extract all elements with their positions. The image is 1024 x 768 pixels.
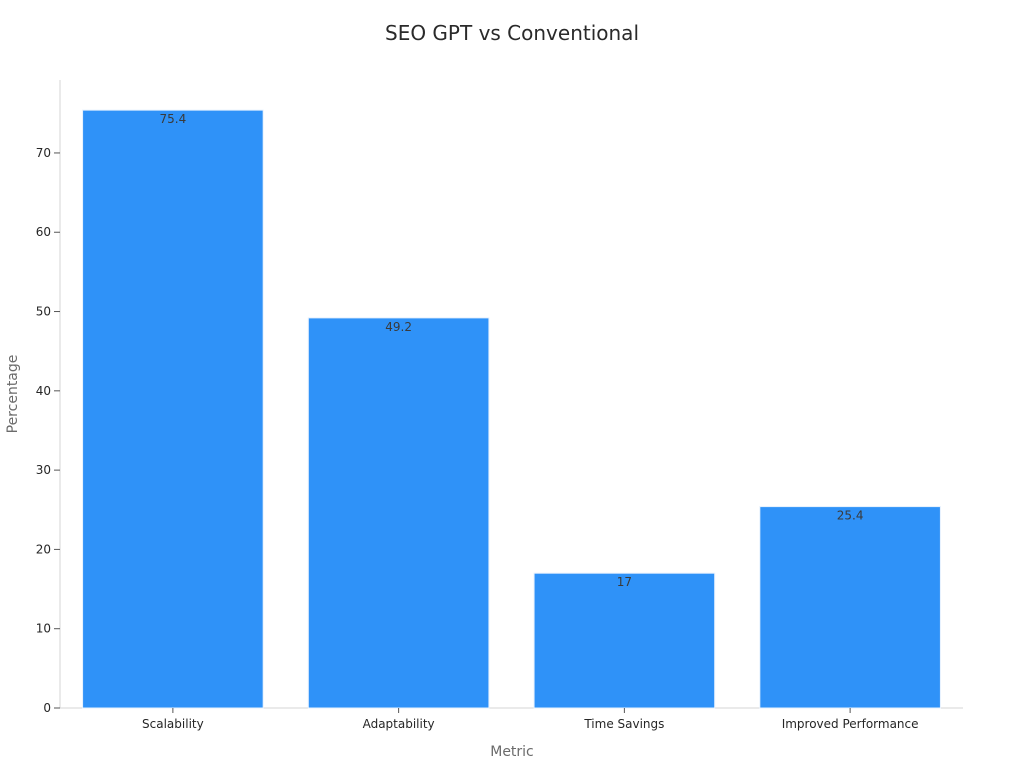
y-tick-label: 40 [36,384,51,398]
y-tick-label: 30 [36,463,51,477]
bar-value-label: 75.4 [160,112,187,126]
x-tick-label: Time Savings [583,717,664,731]
x-tick-label: Improved Performance [782,717,919,731]
y-tick-label: 60 [36,225,51,239]
x-tick-label: Adaptability [363,717,435,731]
y-tick-label: 70 [36,146,51,160]
y-tick-label: 20 [36,542,51,556]
chart-title: SEO GPT vs Conventional [385,21,639,45]
bar-value-label: 25.4 [837,509,864,523]
y-tick-label: 10 [36,622,51,636]
bar [759,506,941,709]
plot-area: 0 10 20 30 40 50 60 70 75.4 Scalability 49.2 Adapta… [36,80,963,731]
y-axis-title: Percentage [5,355,21,434]
x-axis-title: Metric [490,744,534,760]
bar-value-label: 17 [617,575,632,589]
bar [533,572,716,709]
bar [307,317,490,709]
y-tick-label: 0 [43,701,51,715]
y-tick-label: 50 [36,305,51,319]
bar [82,109,264,709]
x-tick-label: Scalability [142,717,204,731]
bar-value-label: 49.2 [385,320,412,334]
